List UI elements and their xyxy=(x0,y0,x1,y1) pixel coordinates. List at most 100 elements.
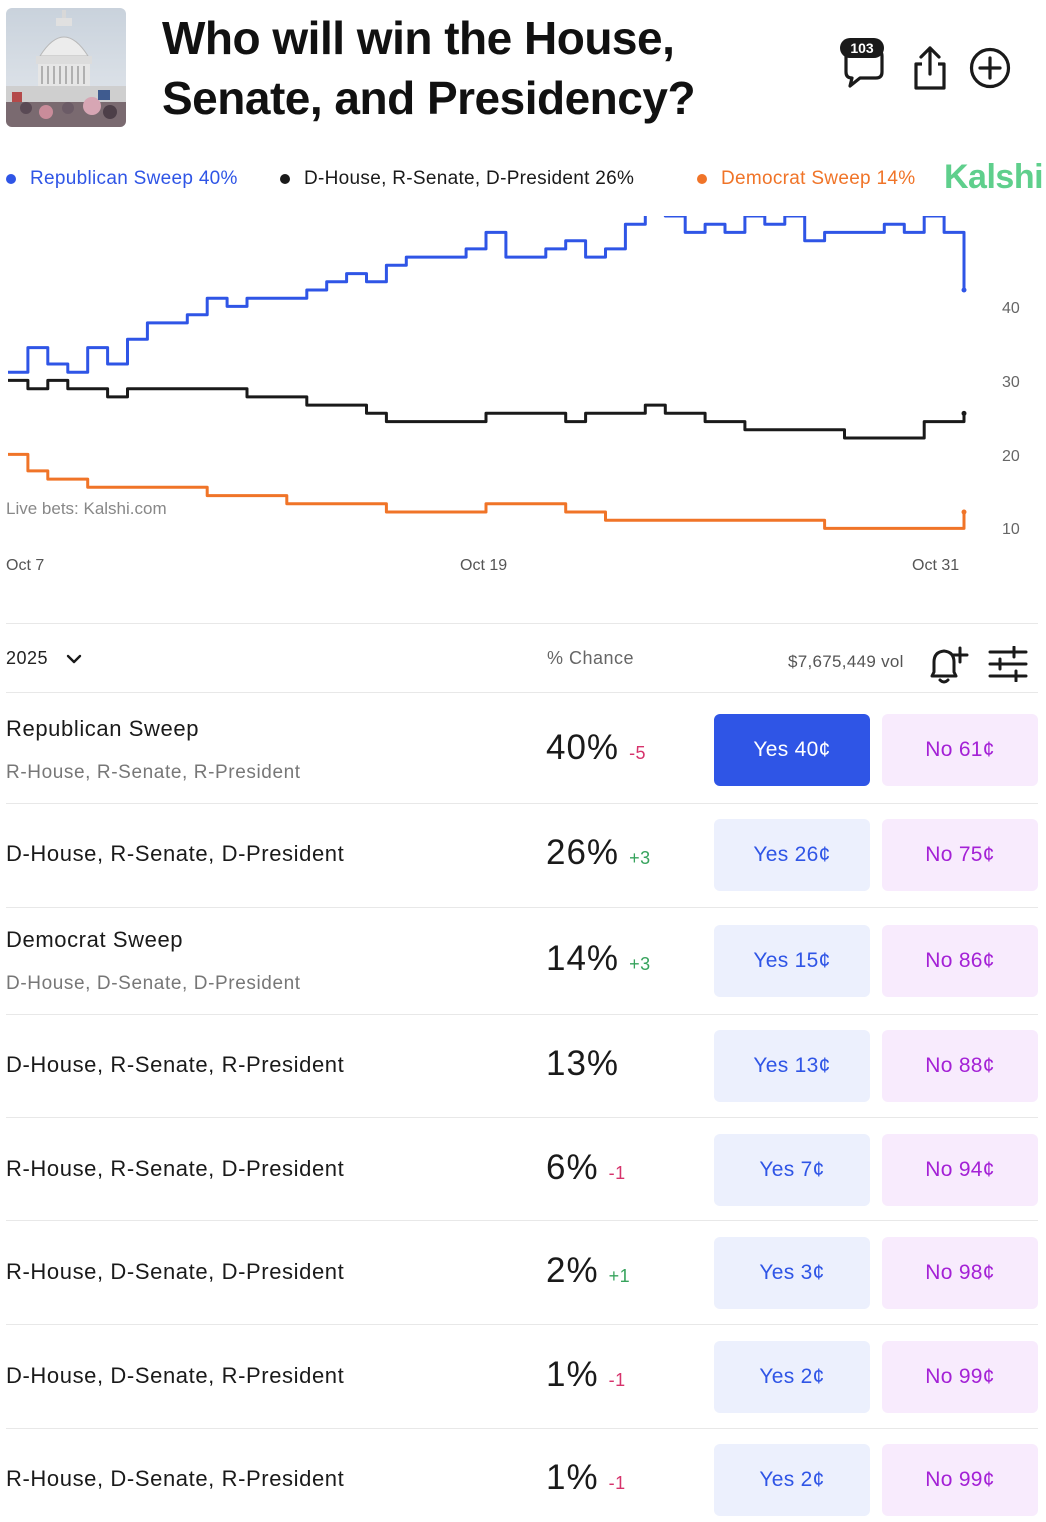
series-line-democrat-sweep xyxy=(8,452,966,530)
plus-circle-icon xyxy=(969,47,1011,89)
chart-watermark: Live bets: Kalshi.com xyxy=(6,499,167,518)
chance-value: 13% xyxy=(546,1044,620,1083)
alert-button[interactable] xyxy=(924,644,970,686)
x-tick-label: Oct 7 xyxy=(6,557,45,574)
buy-yes-button[interactable]: Yes 2¢ xyxy=(714,1444,870,1516)
chance-value: 26% xyxy=(546,833,620,872)
divider xyxy=(6,1117,1038,1118)
y-tick-label: 20 xyxy=(1002,448,1020,465)
chevron-down-icon xyxy=(66,654,82,663)
outcome-subtitle: R-House, R-Senate, R-President xyxy=(6,762,301,783)
buy-no-button[interactable]: No 86¢ xyxy=(882,925,1038,997)
divider xyxy=(6,1428,1038,1429)
buy-yes-button[interactable]: Yes 15¢ xyxy=(714,925,870,997)
y-tick-label: 10 xyxy=(1002,521,1020,538)
buy-no-button[interactable]: No 98¢ xyxy=(882,1237,1038,1309)
chance-change: -1 xyxy=(608,1473,626,1493)
divider xyxy=(6,692,1038,693)
y-tick-label: 30 xyxy=(1002,374,1020,391)
x-tick-label: Oct 19 xyxy=(460,557,508,574)
legend-label: Republican Sweep 40% xyxy=(30,168,238,189)
series-endpoint xyxy=(961,287,967,293)
blue-dot-icon xyxy=(6,174,16,184)
series-endpoint xyxy=(961,509,967,515)
divider xyxy=(6,1220,1038,1221)
outcomes-table-header: 2025 % Chance $7,675,449 vol xyxy=(0,624,1046,692)
buy-no-button[interactable]: No 61¢ xyxy=(882,714,1038,786)
outcome-chance: 1% -1 xyxy=(546,1458,626,1498)
year-label: 2025 xyxy=(6,648,49,668)
sliders-icon xyxy=(988,645,1028,683)
buy-yes-button[interactable]: Yes 26¢ xyxy=(714,819,870,891)
legend-label: D-House, R-Senate, D-President 26% xyxy=(304,168,635,189)
chance-change: -1 xyxy=(608,1370,626,1390)
price-chart: 40 30 20 10 Live bets: Kalshi.com Oct 7 … xyxy=(0,216,1046,586)
chance-value: 6% xyxy=(546,1148,599,1187)
chance-value: 40% xyxy=(546,728,620,767)
outcome-name: Democrat Sweep xyxy=(6,927,184,952)
year-selector[interactable]: 2025 xyxy=(6,648,82,669)
buy-no-button[interactable]: No 99¢ xyxy=(882,1444,1038,1516)
orange-dot-icon xyxy=(697,174,707,184)
chart-legend: Republican Sweep 40% D-House, R-Senate, … xyxy=(0,158,1046,196)
outcome-name: D-House, R-Senate, R-President xyxy=(6,1052,345,1077)
chance-value: 2% xyxy=(546,1251,599,1290)
chance-value: 1% xyxy=(546,1458,599,1497)
legend-item-democrat-sweep[interactable]: Democrat Sweep 14% xyxy=(697,168,915,190)
legend-label: Democrat Sweep 14% xyxy=(721,168,916,189)
outcome-name: R-House, R-Senate, D-President xyxy=(6,1156,345,1181)
buy-yes-button[interactable]: Yes 7¢ xyxy=(714,1134,870,1206)
chance-change: -1 xyxy=(608,1163,626,1183)
chance-change: -5 xyxy=(629,743,647,763)
share-icon xyxy=(914,46,946,90)
outcome-name: R-House, D-Senate, D-President xyxy=(6,1259,345,1284)
buy-no-button[interactable]: No 99¢ xyxy=(882,1341,1038,1413)
outcome-name: D-House, D-Senate, R-President xyxy=(6,1363,345,1388)
buy-no-button[interactable]: No 94¢ xyxy=(882,1134,1038,1206)
outcome-chance: 40% -5 xyxy=(546,728,646,768)
filter-button[interactable] xyxy=(988,645,1028,683)
divider xyxy=(6,803,1038,804)
divider xyxy=(6,1324,1038,1325)
comment-count-badge: 103 xyxy=(840,38,884,58)
black-dot-icon xyxy=(280,174,290,184)
chance-value: 1% xyxy=(546,1355,599,1394)
capitol-thumbnail xyxy=(6,8,126,127)
y-tick-label: 40 xyxy=(1002,300,1020,317)
chance-change: +1 xyxy=(608,1266,631,1286)
bell-plus-icon xyxy=(930,646,969,684)
outcome-subtitle: D-House, D-Senate, D-President xyxy=(6,973,301,994)
page-title: Who will win the House, Senate, and Pres… xyxy=(162,12,696,124)
buy-yes-button[interactable]: Yes 13¢ xyxy=(714,1030,870,1102)
share-button[interactable] xyxy=(910,44,950,92)
outcome-chance: 6% -1 xyxy=(546,1148,626,1188)
outcome-chance: 2% +1 xyxy=(546,1251,630,1291)
chance-change: +3 xyxy=(629,848,651,868)
buy-yes-button[interactable]: Yes 40¢ xyxy=(714,714,870,786)
outcome-chance: 26% +3 xyxy=(546,833,651,873)
buy-no-button[interactable]: No 75¢ xyxy=(882,819,1038,891)
outcome-chance: 1% -1 xyxy=(546,1355,626,1395)
divider xyxy=(6,907,1038,908)
add-to-watchlist-button[interactable] xyxy=(968,46,1012,90)
chance-change: +3 xyxy=(629,954,651,974)
outcome-name: Republican Sweep xyxy=(6,716,200,741)
outcome-name: D-House, R-Senate, D-President xyxy=(6,841,345,866)
outcome-chance: 13% xyxy=(546,1044,619,1084)
legend-item-dhouse-rsenate-dpresident[interactable]: D-House, R-Senate, D-President 26% xyxy=(280,168,634,190)
kalshi-logo[interactable]: Kalshi xyxy=(944,158,1044,196)
buy-no-button[interactable]: No 88¢ xyxy=(882,1030,1038,1102)
outcome-name: R-House, D-Senate, R-President xyxy=(6,1466,345,1491)
comments-button[interactable]: 103 xyxy=(836,38,890,92)
market-header: Who will win the House, Senate, and Pres… xyxy=(0,0,1046,140)
outcome-chance: 14% +3 xyxy=(546,939,651,979)
series-endpoint xyxy=(961,410,967,416)
market-volume: $7,675,449 vol xyxy=(788,652,904,671)
divider xyxy=(6,623,1038,624)
buy-yes-button[interactable]: Yes 3¢ xyxy=(714,1237,870,1309)
series-line-d-house-r-senate-d-president xyxy=(8,378,966,440)
buy-yes-button[interactable]: Yes 2¢ xyxy=(714,1341,870,1413)
series-line-republican-sweep xyxy=(8,216,966,374)
chance-column-header: % Chance xyxy=(547,648,635,668)
legend-item-republican-sweep[interactable]: Republican Sweep 40% xyxy=(6,168,238,190)
